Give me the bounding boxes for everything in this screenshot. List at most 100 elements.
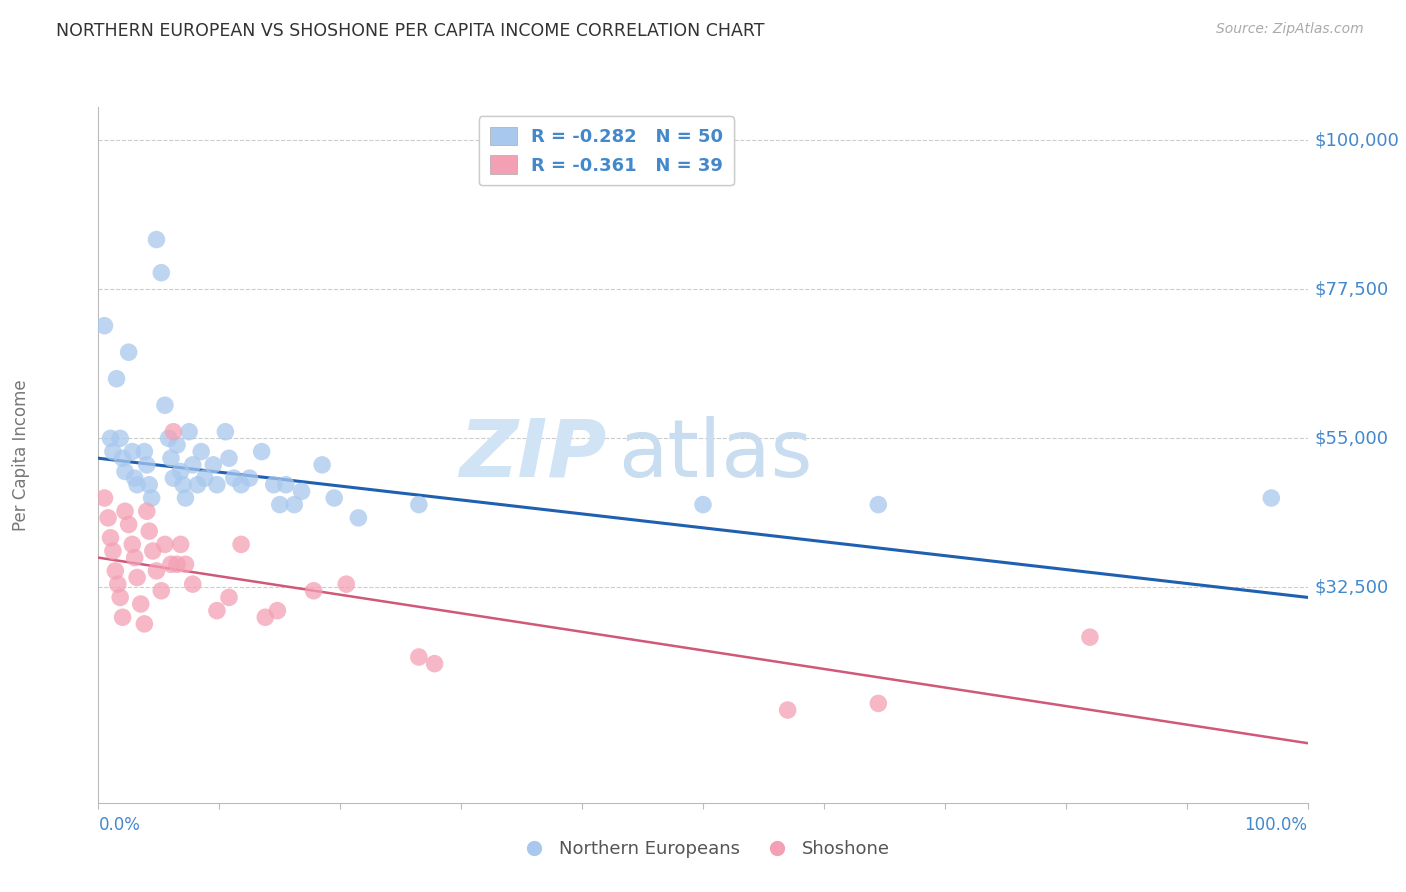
Point (1078, 630, 1101, 644)
Point (229, 477, 252, 491)
Point (142, 544, 165, 558)
Point (290, 484, 312, 499)
Legend: R = -0.282   N = 50, R = -0.361   N = 39: R = -0.282 N = 50, R = -0.361 N = 39 (478, 116, 734, 186)
Point (150, 583, 173, 598)
Point (190, 444, 212, 458)
Point (229, 537, 252, 551)
Point (160, 558, 183, 572)
Text: Source: ZipAtlas.com: Source: ZipAtlas.com (1216, 22, 1364, 37)
Point (166, 438, 188, 452)
Point (127, 570, 149, 584)
Point (169, 465, 191, 479)
Point (134, 616, 156, 631)
Point (138, 477, 160, 491)
Point (162, 425, 184, 439)
Point (100, 531, 122, 545)
Point (135, 458, 157, 472)
Point (205, 604, 228, 618)
Point (121, 444, 143, 458)
Point (93, 491, 115, 505)
Point (868, 697, 890, 711)
Point (868, 498, 890, 512)
Text: 100.0%: 100.0% (1244, 816, 1308, 834)
Point (214, 425, 236, 439)
Point (218, 451, 240, 466)
Text: ZIP: ZIP (458, 416, 606, 494)
Point (408, 498, 430, 512)
Point (100, 431, 122, 445)
Point (153, 398, 176, 412)
Point (181, 458, 204, 472)
Point (162, 471, 184, 485)
Point (323, 491, 346, 505)
Point (114, 465, 136, 479)
Point (101, 544, 124, 558)
Point (166, 558, 188, 572)
Point (107, 577, 129, 591)
Point (118, 517, 141, 532)
Point (129, 597, 152, 611)
Point (335, 577, 357, 591)
Point (408, 650, 430, 665)
Point (93, 318, 115, 333)
Point (181, 577, 204, 591)
Point (205, 477, 228, 491)
Point (138, 524, 160, 538)
Point (124, 471, 146, 485)
Point (121, 537, 143, 551)
Point (108, 591, 131, 605)
Point (153, 537, 176, 551)
Point (194, 471, 217, 485)
Point (101, 444, 124, 458)
Point (283, 498, 305, 512)
Point (202, 458, 225, 472)
Point (174, 491, 197, 505)
Point (97, 511, 120, 525)
Point (269, 498, 291, 512)
Point (274, 477, 297, 491)
Point (135, 504, 157, 518)
Text: $32,500: $32,500 (1315, 578, 1389, 597)
Point (111, 610, 134, 624)
Point (187, 477, 209, 491)
Point (127, 477, 149, 491)
Point (104, 564, 127, 578)
Point (134, 444, 156, 458)
Point (160, 451, 183, 466)
Text: atlas: atlas (619, 416, 813, 494)
Point (169, 537, 191, 551)
Point (423, 657, 446, 671)
Point (302, 583, 325, 598)
Point (105, 372, 128, 386)
Legend: Northern Europeans, Shoshone: Northern Europeans, Shoshone (509, 833, 897, 865)
Text: $77,500: $77,500 (1315, 280, 1389, 298)
Point (114, 504, 136, 518)
Point (111, 451, 134, 466)
Text: $55,000: $55,000 (1315, 429, 1389, 448)
Point (174, 558, 197, 572)
Point (222, 471, 245, 485)
Point (124, 550, 146, 565)
Point (145, 233, 167, 247)
Point (150, 266, 173, 280)
Text: NORTHERN EUROPEAN VS SHOSHONE PER CAPITA INCOME CORRELATION CHART: NORTHERN EUROPEAN VS SHOSHONE PER CAPITA… (56, 22, 765, 40)
Point (347, 511, 370, 525)
Point (172, 477, 194, 491)
Text: $100,000: $100,000 (1315, 131, 1399, 149)
Point (218, 591, 240, 605)
Point (266, 604, 288, 618)
Point (254, 610, 277, 624)
Point (311, 458, 333, 472)
Point (776, 703, 799, 717)
Point (118, 345, 141, 359)
Point (108, 431, 131, 445)
Point (177, 425, 201, 439)
Point (692, 498, 714, 512)
Text: Per Capita Income: Per Capita Income (13, 379, 30, 531)
Point (263, 477, 285, 491)
Text: 0.0%: 0.0% (98, 816, 141, 834)
Point (1260, 491, 1282, 505)
Point (141, 491, 163, 505)
Point (157, 431, 180, 445)
Point (239, 471, 262, 485)
